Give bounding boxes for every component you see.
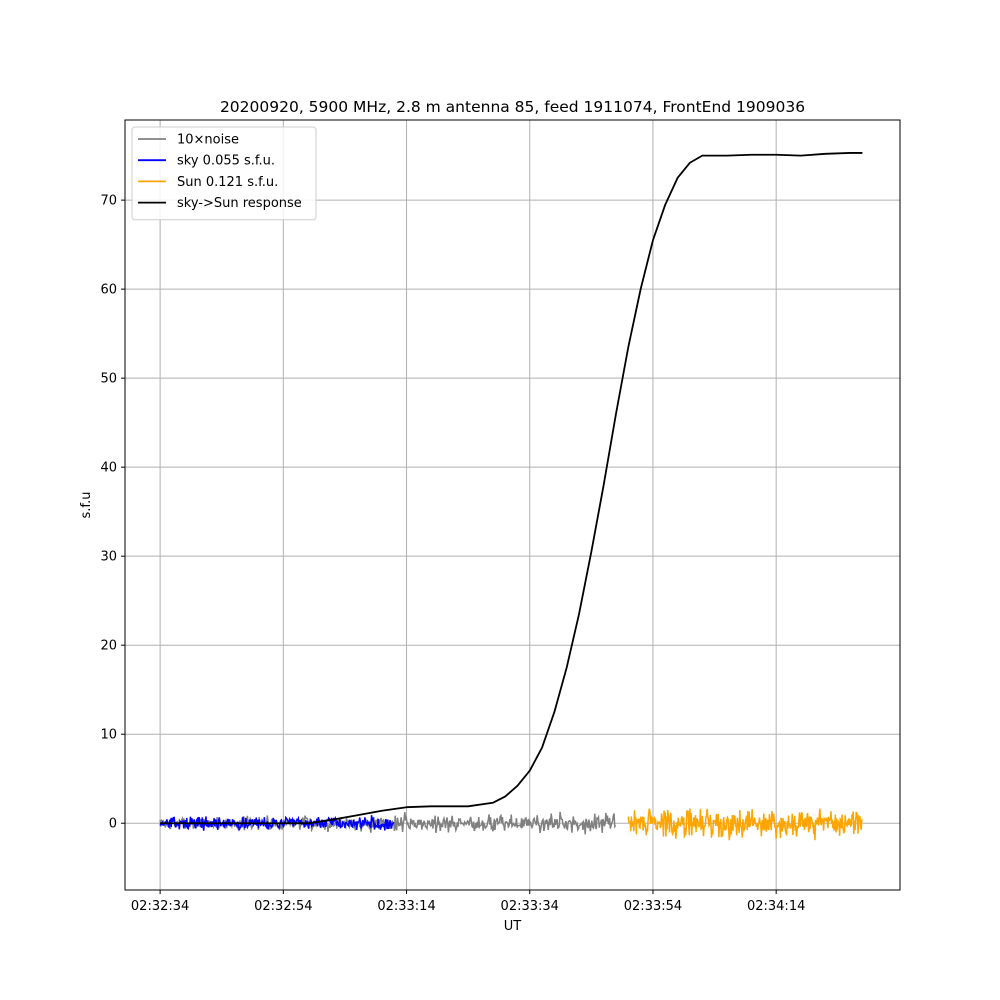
x-tick-label: 02:33:34 xyxy=(501,899,559,914)
y-tick-label: 50 xyxy=(100,372,117,387)
x-tick-label: 02:32:54 xyxy=(254,899,312,914)
x-tick-label: 02:32:34 xyxy=(131,899,189,914)
legend-item: sky 0.055 s.f.u. xyxy=(138,154,275,169)
series-layer xyxy=(159,152,863,841)
legend-item: sky->Sun response xyxy=(138,196,302,211)
y-tick-label: 60 xyxy=(100,283,117,298)
series-line-response xyxy=(160,152,863,825)
x-tick-label: 02:34:14 xyxy=(747,899,805,914)
y-tick-label: 30 xyxy=(100,550,117,565)
x-axis-label: UT xyxy=(504,919,522,934)
y-tick-label: 40 xyxy=(100,461,117,476)
y-tick-label: 20 xyxy=(100,639,117,654)
legend-label: Sun 0.121 s.f.u. xyxy=(177,175,278,190)
y-tick-label: 10 xyxy=(100,728,117,743)
y-tick-label: 0 xyxy=(109,817,117,832)
legend-label: sky 0.055 s.f.u. xyxy=(177,154,275,169)
chart-title: 20200920, 5900 MHz, 2.8 m antenna 85, fe… xyxy=(220,98,805,116)
legend-label: 10×noise xyxy=(177,133,239,148)
series-line-sun xyxy=(627,808,863,841)
plot-frame xyxy=(124,119,901,891)
y-axis-ticks: 0 10 20 30 40 50 60 70 xyxy=(100,194,125,832)
legend: 10×noise sky 0.055 s.f.u. Sun 0.121 s.f.u.… xyxy=(131,126,317,221)
grid-lines xyxy=(125,120,900,890)
x-axis-ticks: 02:32:34 02:32:54 02:33:14 02:33:34 02:33:54… xyxy=(131,890,805,914)
y-tick-label: 70 xyxy=(100,194,117,209)
x-tick-label: 02:33:14 xyxy=(377,899,435,914)
legend-box xyxy=(131,126,317,221)
x-tick-label: 02:33:54 xyxy=(624,899,682,914)
legend-label: sky->Sun response xyxy=(177,196,302,211)
legend-item: 10×noise xyxy=(138,133,239,148)
y-axis-label: s.f.u xyxy=(79,492,94,519)
legend-item: Sun 0.121 s.f.u. xyxy=(138,175,278,190)
